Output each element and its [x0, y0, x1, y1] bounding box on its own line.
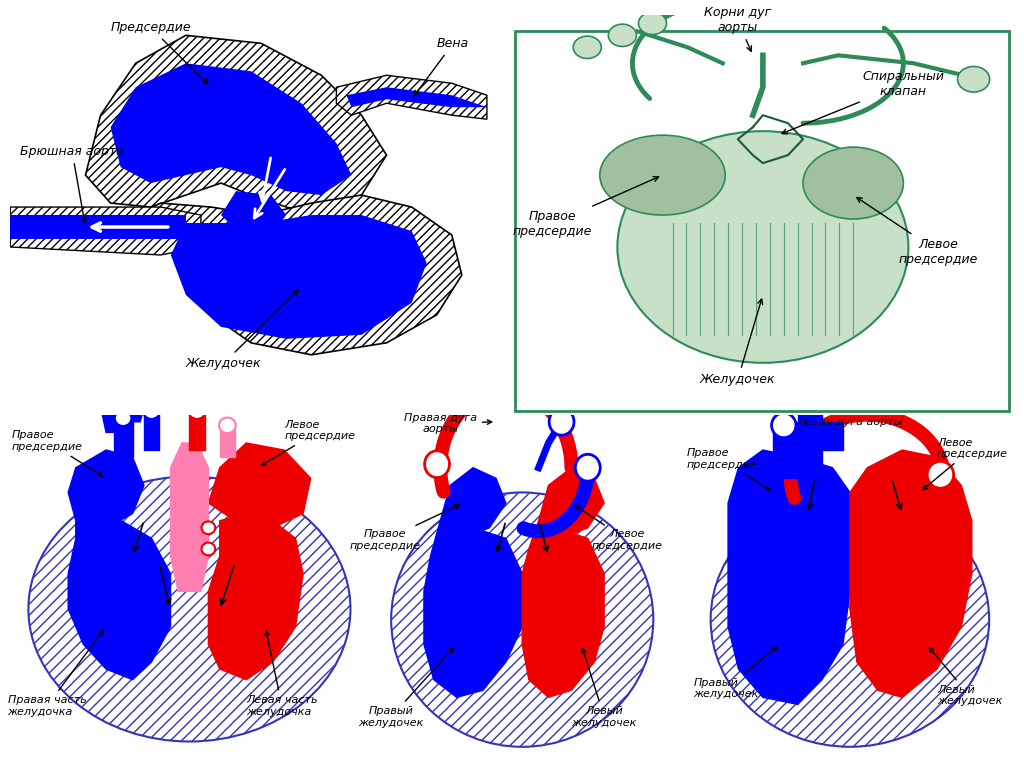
- Ellipse shape: [617, 131, 908, 362]
- Circle shape: [573, 36, 601, 58]
- Circle shape: [575, 455, 600, 481]
- Circle shape: [772, 413, 796, 438]
- Polygon shape: [346, 88, 487, 108]
- Polygon shape: [69, 514, 170, 680]
- Text: Левая дуга аорты: Левая дуга аорты: [797, 417, 903, 427]
- Polygon shape: [221, 191, 287, 235]
- Ellipse shape: [391, 492, 653, 746]
- Polygon shape: [822, 422, 843, 450]
- Text: Правое
предсердие: Правое предсердие: [512, 177, 658, 238]
- Polygon shape: [522, 521, 604, 697]
- Polygon shape: [773, 422, 798, 478]
- Text: Левый
желудочек: Левый желудочек: [930, 647, 1002, 707]
- Text: Спиральный
клапан: Спиральный клапан: [782, 70, 944, 134]
- Text: Правое
предсердие: Правое предсердие: [686, 448, 770, 490]
- Polygon shape: [539, 468, 604, 538]
- Polygon shape: [135, 195, 462, 355]
- Circle shape: [608, 24, 637, 47]
- Circle shape: [202, 521, 215, 534]
- Text: Вена: Вена: [415, 38, 469, 96]
- Circle shape: [425, 451, 450, 478]
- Ellipse shape: [600, 135, 725, 215]
- Text: Левое
предсердие: Левое предсердие: [923, 438, 1008, 490]
- Circle shape: [115, 410, 131, 426]
- Polygon shape: [798, 408, 822, 468]
- Circle shape: [188, 403, 206, 419]
- Circle shape: [143, 403, 160, 419]
- Text: Левое
предсердие: Левое предсердие: [857, 197, 978, 266]
- Polygon shape: [102, 415, 121, 432]
- Circle shape: [957, 67, 989, 92]
- Circle shape: [219, 418, 236, 433]
- Polygon shape: [440, 468, 506, 538]
- Text: Правый
желудочек: Правый желудочек: [693, 647, 777, 700]
- Polygon shape: [10, 207, 201, 255]
- Text: Левое
предсердие: Левое предсердие: [575, 505, 663, 551]
- Text: Желудочек: Желудочек: [700, 299, 775, 386]
- Polygon shape: [850, 450, 972, 697]
- Text: Брюшная аорта: Брюшная аорта: [20, 145, 124, 223]
- Polygon shape: [144, 408, 159, 450]
- Polygon shape: [170, 443, 209, 591]
- Polygon shape: [189, 408, 205, 450]
- Text: Правое
предсердие: Правое предсердие: [11, 430, 102, 476]
- Polygon shape: [114, 415, 133, 457]
- Text: Правая дуга
аорты: Правая дуга аорты: [403, 412, 492, 435]
- Text: Правое
предсердие: Правое предсердие: [349, 505, 460, 551]
- Polygon shape: [125, 408, 144, 422]
- Polygon shape: [209, 443, 310, 528]
- Polygon shape: [220, 422, 234, 457]
- Ellipse shape: [29, 476, 350, 742]
- Polygon shape: [10, 215, 186, 239]
- FancyBboxPatch shape: [514, 31, 1009, 411]
- Polygon shape: [728, 450, 850, 704]
- Ellipse shape: [711, 492, 989, 746]
- Text: Корни дуг
аорты: Корни дуг аорты: [705, 6, 771, 51]
- Text: Левое
предсердие: Левое предсердие: [261, 420, 355, 465]
- Circle shape: [927, 462, 953, 488]
- Text: Желудочек: Желудочек: [186, 290, 298, 370]
- Text: Левая часть
желудочка: Левая часть желудочка: [246, 631, 317, 717]
- Text: Левый
желудочек: Левый желудочек: [571, 648, 637, 727]
- Circle shape: [638, 12, 667, 35]
- Polygon shape: [171, 215, 427, 339]
- Circle shape: [549, 409, 574, 435]
- Text: Предсердие: Предсердие: [111, 22, 208, 84]
- Text: Правая часть
желудочка: Правая часть желудочка: [7, 631, 103, 717]
- Polygon shape: [111, 63, 351, 195]
- Polygon shape: [209, 514, 303, 680]
- Ellipse shape: [803, 147, 903, 219]
- Text: Правый
желудочек: Правый желудочек: [358, 647, 454, 727]
- Circle shape: [202, 543, 215, 555]
- Polygon shape: [336, 75, 487, 119]
- Polygon shape: [86, 35, 387, 215]
- Polygon shape: [424, 521, 522, 697]
- Polygon shape: [69, 450, 144, 528]
